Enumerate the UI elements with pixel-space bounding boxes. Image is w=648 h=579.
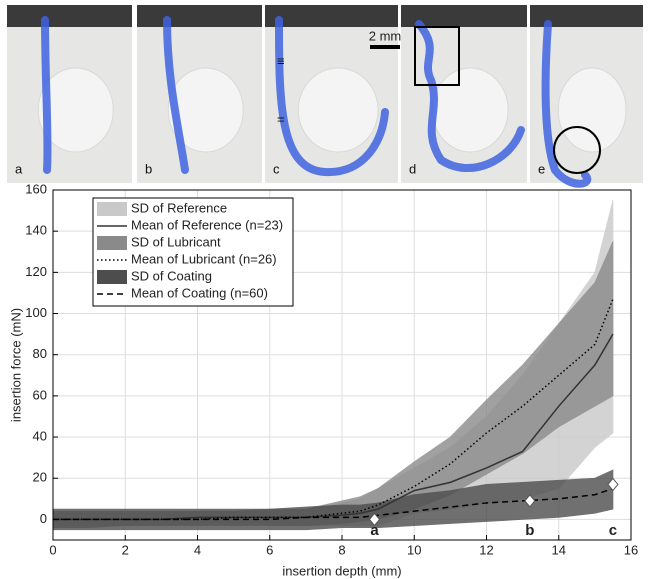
- cochlea-model: [297, 67, 379, 153]
- photo-label: b: [145, 161, 152, 176]
- marker: [368, 512, 381, 527]
- mean-line: [53, 487, 614, 521]
- x-tick-label: 0: [49, 542, 56, 557]
- photo-label: a: [15, 161, 23, 176]
- x-tick-label: 16: [624, 542, 638, 557]
- y-tick-label: 100: [25, 305, 47, 320]
- photo-label: c: [273, 161, 280, 176]
- photo-annotation: =: [277, 111, 285, 126]
- photo-top: [265, 5, 398, 27]
- cochlea-model: [557, 67, 627, 153]
- cochlea-model: [37, 67, 114, 153]
- marker-label: a: [370, 522, 379, 539]
- x-tick-label: 2: [122, 542, 129, 557]
- legend-swatch: [97, 270, 127, 284]
- marker-label: c: [609, 522, 617, 539]
- electrode: [415, 20, 525, 173]
- y-tick-label: 160: [25, 181, 47, 196]
- cochlea-model: [167, 67, 244, 153]
- highlight-circle: [553, 126, 601, 174]
- marker-label: b: [525, 522, 534, 539]
- photo-annotation: ≡: [277, 53, 285, 68]
- photo-top: [137, 5, 262, 27]
- photo-top: [401, 5, 527, 27]
- y-tick-label: 120: [25, 264, 47, 279]
- photo-strip: a b c ≡ = d e: [7, 5, 643, 188]
- photo-label: d: [409, 161, 416, 176]
- electrode: [541, 20, 592, 188]
- y-tick-label: 20: [33, 470, 47, 485]
- x-tick-label: 14: [552, 542, 566, 557]
- x-tick-label: 10: [407, 542, 421, 557]
- legend-label: SD of Coating: [131, 268, 212, 283]
- legend-swatch: [97, 202, 127, 216]
- x-tick-label: 6: [266, 542, 273, 557]
- legend-label: SD of Lubricant: [131, 234, 221, 249]
- y-tick-label: 140: [25, 223, 47, 238]
- photo-label: e: [538, 161, 545, 176]
- x-tick-label: 12: [479, 542, 493, 557]
- electrode: [275, 16, 389, 177]
- legend-swatch: [97, 236, 127, 250]
- legend-label: Mean of Coating (n=60): [131, 285, 268, 300]
- legend-label: Mean of Reference (n=23): [131, 217, 283, 232]
- electrode: [163, 16, 189, 174]
- photo-top: [7, 5, 132, 27]
- legend-label: SD of Reference: [131, 200, 227, 215]
- x-tick-label: 4: [194, 542, 201, 557]
- y-tick-label: 80: [33, 346, 47, 361]
- y-tick-label: 60: [33, 387, 47, 402]
- y-tick-label: 0: [40, 511, 47, 526]
- x-tick-label: 8: [338, 542, 345, 557]
- photo-top: [530, 5, 643, 27]
- highlight-box: [414, 26, 460, 86]
- y-tick-label: 40: [33, 428, 47, 443]
- electrode: [41, 16, 52, 174]
- x-axis-label: insertion depth (mm): [282, 563, 401, 578]
- y-axis-label: insertion force (mN): [8, 308, 23, 422]
- legend-label: Mean of Lubricant (n=26): [131, 251, 277, 266]
- scale-bar-label: 2 mm: [369, 28, 402, 43]
- marker: [607, 477, 619, 492]
- sd-band: [52, 469, 614, 531]
- marker: [524, 494, 536, 508]
- plot-frame: [52, 189, 632, 541]
- cochlea-model: [432, 67, 509, 153]
